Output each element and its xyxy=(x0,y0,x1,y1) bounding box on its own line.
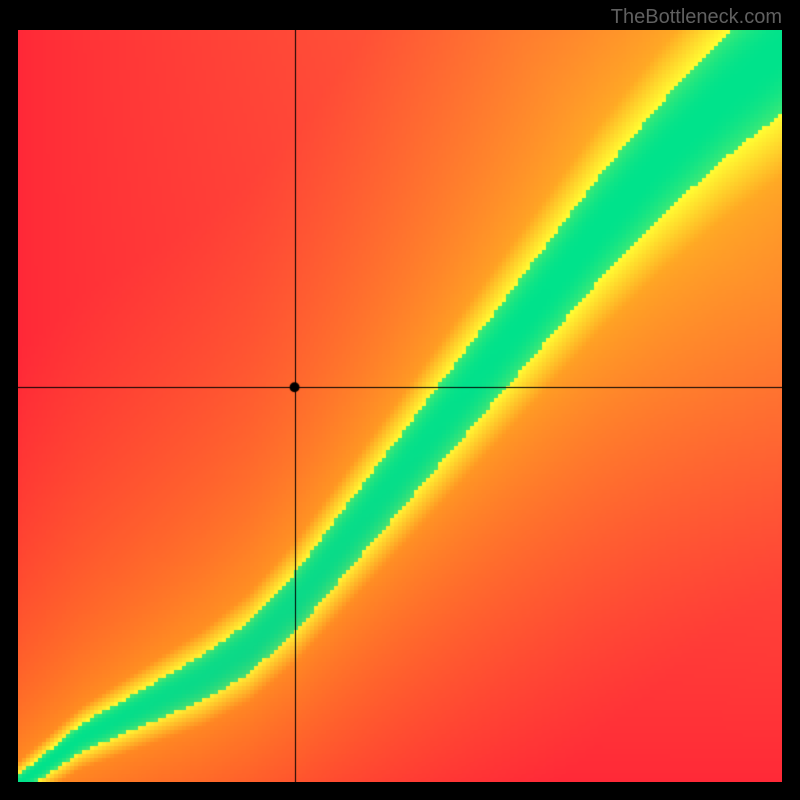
watermark-text: TheBottleneck.com xyxy=(611,6,782,29)
heatmap-canvas xyxy=(18,30,782,782)
heatmap-plot xyxy=(18,30,782,782)
chart-container: TheBottleneck.com xyxy=(0,0,800,800)
